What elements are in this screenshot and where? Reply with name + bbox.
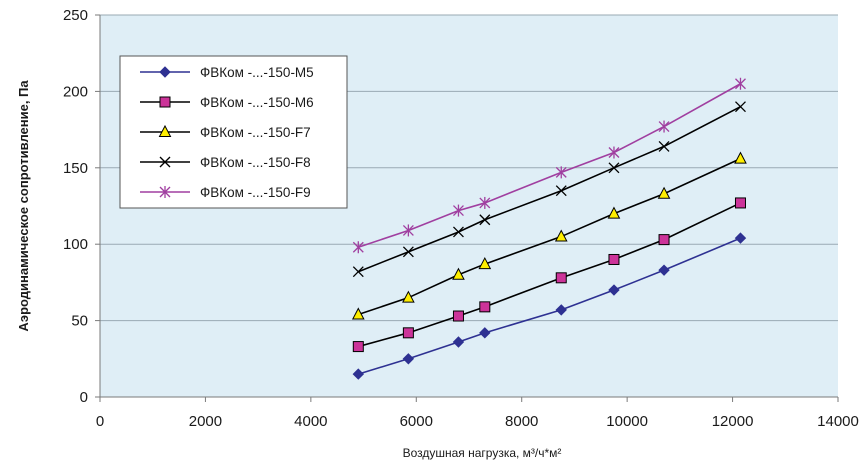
data-point-triangle	[734, 151, 747, 164]
data-point-asterisk	[402, 224, 414, 237]
data-point-diamond	[159, 66, 171, 78]
marker-stroke	[402, 246, 414, 258]
data-point-diamond	[352, 368, 365, 380]
legend: ФВКом -...-150-М5 ФВКом -...-150-М6 ФВКом …	[119, 55, 348, 209]
x-tick-label: 10000	[606, 413, 648, 430]
x-tick-label: 2000	[189, 413, 222, 430]
data-point-asterisk	[555, 166, 567, 179]
legend-entry: ФВКом -...-150-F7	[140, 124, 311, 140]
data-point-triangle	[554, 229, 568, 242]
data-point-square	[555, 272, 567, 284]
y-tick-label: 250	[63, 7, 88, 24]
data-point-triangle	[452, 267, 465, 280]
data-point-asterisk	[608, 146, 620, 159]
data-point-x	[658, 140, 670, 152]
legend-label: ФВКом -...-150-М5	[200, 65, 314, 80]
data-point-asterisk	[159, 186, 171, 198]
marker-stroke	[735, 101, 746, 113]
marker-stroke	[658, 140, 670, 152]
data-point-asterisk	[452, 204, 464, 217]
data-point-asterisk	[735, 77, 746, 90]
axes	[95, 14, 839, 402]
data-point-diamond	[608, 284, 620, 296]
data-point-square	[159, 96, 171, 108]
data-point-square	[402, 327, 414, 339]
data-point-diamond	[555, 304, 567, 316]
y-tick-labels: 0 50 100 150 200 250	[63, 7, 88, 406]
legend-label: ФВКом -...-150-F7	[200, 125, 311, 140]
x-tick-label: 6000	[400, 413, 433, 430]
data-point-diamond	[734, 232, 747, 244]
legend-label: ФВКом -...-150-F8	[200, 155, 311, 170]
x-tick-label: 14000	[817, 413, 859, 430]
marker-stroke	[555, 185, 567, 197]
legend-entry: ФВКом -...-150-М5	[140, 65, 314, 80]
series-5	[352, 77, 746, 254]
x-axis-label: Воздушная нагрузка, м³/ч*м²	[403, 446, 562, 460]
data-point-diamond	[479, 327, 491, 339]
marker-stroke	[352, 266, 364, 278]
data-point-triangle	[158, 124, 172, 137]
data-point-x	[159, 156, 171, 168]
x-tick-labels: 0 2000 4000 6000 8000 10000 12000 14000	[96, 413, 859, 430]
data-point-diamond	[402, 353, 415, 365]
data-point-triangle	[607, 206, 621, 219]
data-point-diamond	[452, 336, 465, 348]
y-axis-label: Аэродинамическое сопротивление, Па	[16, 80, 31, 332]
x-tick-label: 0	[96, 413, 104, 430]
y-tick-label: 0	[80, 389, 88, 406]
data-point-triangle	[402, 290, 415, 303]
data-point-diamond	[658, 264, 670, 276]
data-point-square	[658, 234, 670, 246]
series-2	[352, 197, 746, 353]
series-line	[358, 105, 741, 273]
marker-stroke	[452, 226, 464, 238]
y-tick-label: 200	[63, 83, 88, 100]
legend-entry: ФВКом -...-150-F8	[140, 155, 311, 170]
data-point-x	[479, 214, 491, 226]
data-point-x	[352, 266, 364, 278]
data-point-asterisk	[658, 120, 670, 133]
marker-stroke	[159, 156, 171, 168]
series-line	[358, 237, 741, 375]
data-point-triangle	[478, 256, 492, 270]
series-1	[352, 232, 747, 380]
data-point-triangle	[657, 186, 671, 199]
data-point-square	[452, 310, 464, 322]
data-point-square	[352, 341, 364, 353]
y-tick-label: 150	[63, 160, 88, 177]
series-4	[352, 101, 746, 278]
legend-label: ФВКом -...-150-М6	[200, 95, 314, 110]
series-line	[358, 157, 741, 316]
data-point-x	[452, 226, 464, 238]
series-line	[358, 202, 741, 348]
marker-stroke	[479, 214, 491, 226]
x-tick-label: 8000	[505, 413, 538, 430]
data-point-square	[608, 253, 620, 265]
y-tick-label: 50	[71, 313, 88, 330]
data-point-square	[734, 197, 746, 209]
data-point-x	[608, 162, 620, 174]
data-point-asterisk	[479, 196, 491, 209]
data-point-x	[735, 101, 746, 113]
marker-stroke	[608, 162, 620, 174]
legend-entry: ФВКом -...-150-М6	[140, 95, 314, 110]
legend-entry: ФВКом -...-150-F9	[140, 185, 311, 200]
x-tick-label: 4000	[294, 413, 327, 430]
x-tick-label: 12000	[712, 413, 754, 430]
y-tick-label: 100	[63, 236, 88, 253]
data-point-square	[479, 301, 491, 313]
data-point-x	[402, 246, 414, 258]
series-3	[351, 151, 747, 320]
data-point-triangle	[351, 307, 365, 320]
data-point-asterisk	[352, 241, 364, 254]
data-point-x	[555, 185, 567, 197]
series-layer	[351, 77, 747, 380]
legend-label: ФВКом -...-150-F9	[200, 185, 311, 200]
series-line	[358, 83, 741, 249]
